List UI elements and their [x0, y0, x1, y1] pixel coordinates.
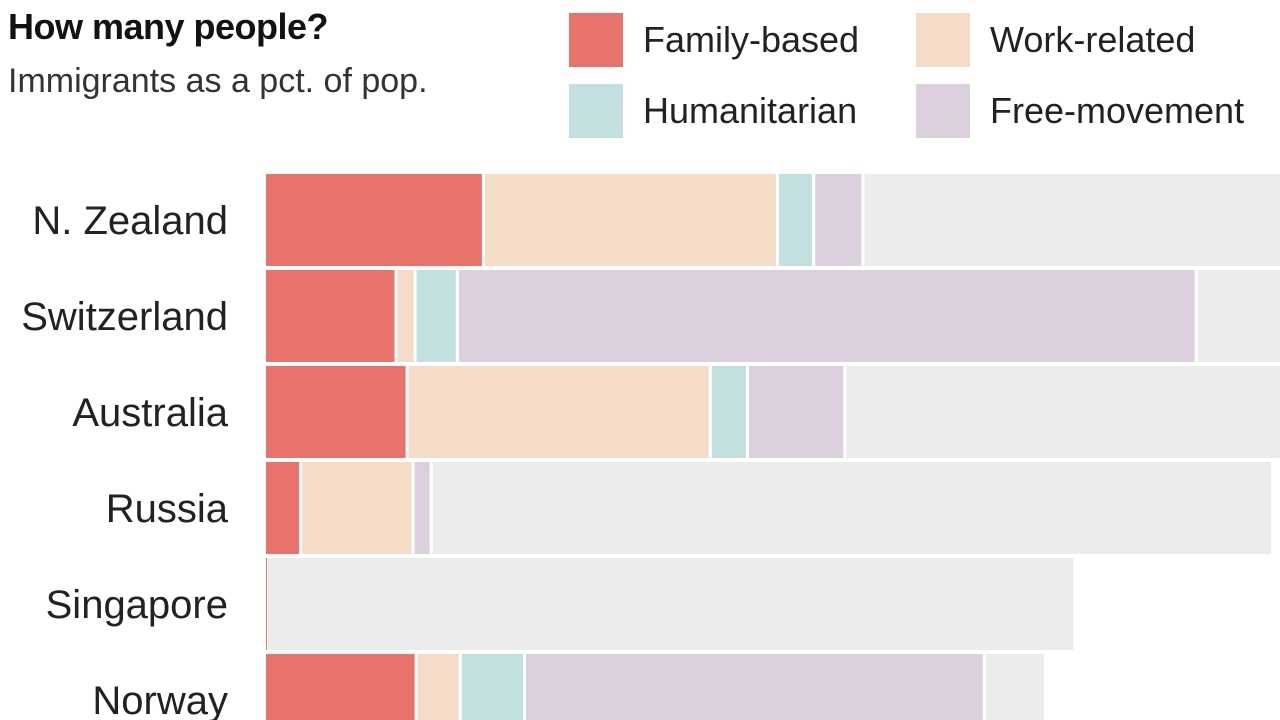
- bar-segment-australia-free: [748, 366, 844, 458]
- legend-label-humanitarian: Humanitarian: [643, 90, 858, 131]
- bar-segment-norway-work: [417, 654, 459, 720]
- bar-segment-norway-free: [526, 654, 983, 720]
- legend-item-work-related: Work-related: [916, 13, 1195, 67]
- legend-item-free-movement: Free-movement: [916, 84, 1244, 138]
- legend-swatch-humanitarian: [569, 84, 623, 138]
- legend-label-free-movement: Free-movement: [990, 90, 1245, 131]
- row-label-norway: Norway: [92, 679, 228, 720]
- bar-segment-russia-free: [414, 462, 430, 554]
- bar-segment-n-zealand-other: [864, 174, 1280, 266]
- bar-segment-switzerland-other: [1197, 270, 1280, 362]
- row-label-australia: Australia: [72, 391, 228, 435]
- bar-segment-singapore-other: [268, 558, 1074, 650]
- bar-segment-norway-family: [266, 654, 415, 720]
- bar-segment-norway-humanitarian: [461, 654, 524, 720]
- bar-segment-singapore-family: [266, 558, 267, 650]
- row-label-russia: Russia: [106, 487, 229, 531]
- legend-label-work-related: Work-related: [990, 19, 1196, 60]
- legend-label-family-based: Family-based: [643, 19, 860, 60]
- legend-swatch-family-based: [569, 13, 623, 67]
- legend-swatch-work-related: [916, 13, 970, 67]
- bar-segment-russia-work: [302, 462, 412, 554]
- legend-item-family-based: Family-based: [569, 13, 859, 67]
- bar-segment-switzerland-humanitarian: [416, 270, 456, 362]
- chart-subtitle: Immigrants as a pct. of pop.: [8, 62, 428, 100]
- legend-item-humanitarian: Humanitarian: [569, 84, 857, 138]
- bar-segment-australia-work: [408, 366, 709, 458]
- row-label-n-zealand: N. Zealand: [32, 199, 228, 243]
- bar-segment-australia-humanitarian: [711, 366, 746, 458]
- legend-swatch-free-movement: [916, 84, 970, 138]
- bar-segment-switzerland-work: [397, 270, 414, 362]
- chart-title: How many people?: [8, 6, 329, 47]
- bar-segment-n-zealand-free: [815, 174, 862, 266]
- row-label-singapore: Singapore: [46, 583, 228, 627]
- bar-segment-n-zealand-humanitarian: [779, 174, 813, 266]
- bar-segment-n-zealand-family: [266, 174, 482, 266]
- bar-segment-russia-family: [266, 462, 300, 554]
- bar-segment-australia-other: [846, 366, 1280, 458]
- bar-segment-n-zealand-work: [484, 174, 777, 266]
- bar-segment-switzerland-family: [266, 270, 395, 362]
- bar-segment-russia-other: [432, 462, 1271, 554]
- row-label-switzerland: Switzerland: [21, 295, 228, 339]
- bar-segment-australia-family: [266, 366, 406, 458]
- bar-segment-switzerland-free: [458, 270, 1195, 362]
- bar-segment-norway-other: [985, 654, 1044, 720]
